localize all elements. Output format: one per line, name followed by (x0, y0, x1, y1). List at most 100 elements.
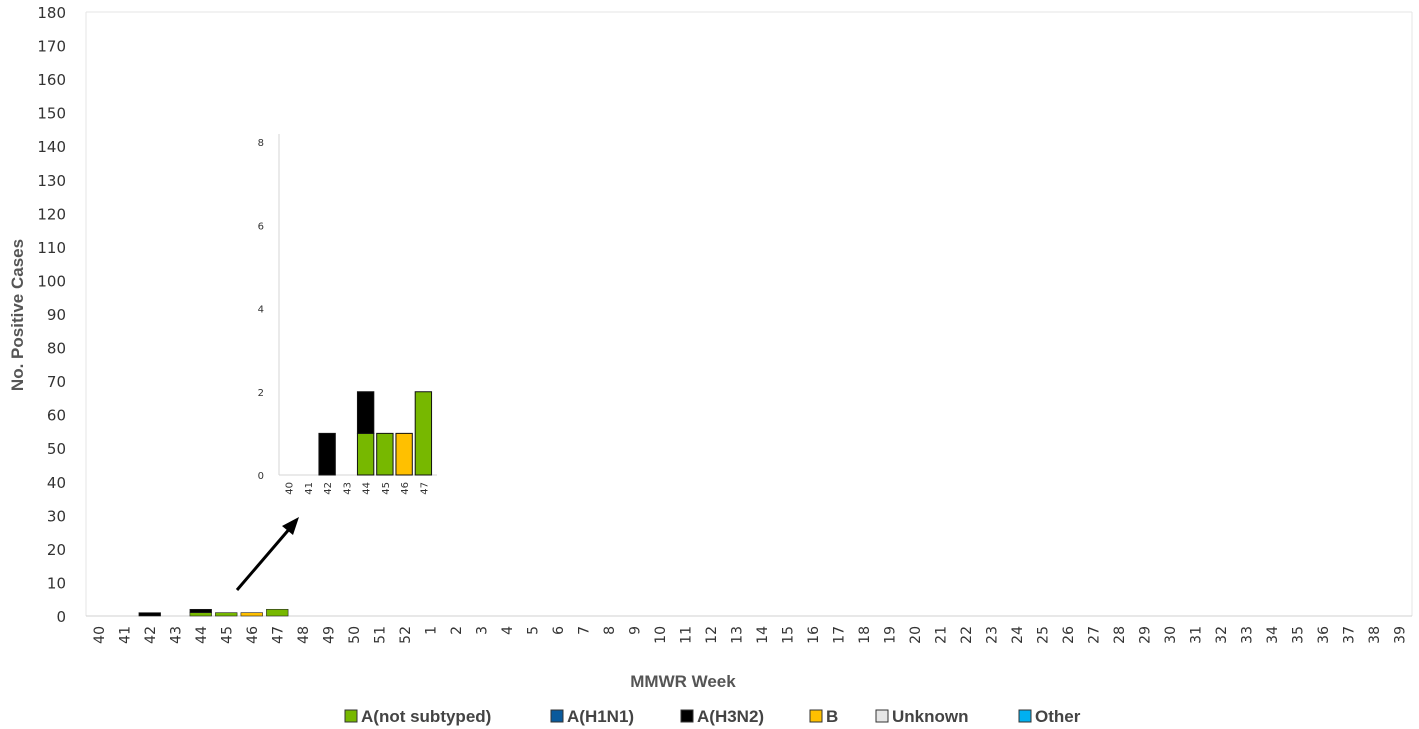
x-tick-label: 18 (857, 626, 873, 644)
y-tick-label: 60 (47, 407, 66, 425)
inset-bar-segment (395, 432, 413, 476)
legend-label: Other (1035, 707, 1081, 726)
x-tick-label: 3 (474, 626, 490, 635)
bar-segment (240, 612, 263, 617)
inset-bar-segment (414, 391, 433, 476)
zoom-arrow-line (235, 526, 293, 591)
y-tick-label: 150 (37, 105, 66, 123)
x-tick-label: 14 (755, 626, 771, 644)
y-tick-label: 40 (47, 474, 66, 492)
y-tick-label: 170 (37, 38, 66, 56)
legend-label: A(H1N1) (567, 707, 634, 726)
x-tick-label: 37 (1341, 626, 1357, 644)
legend-swatch (1018, 709, 1032, 723)
x-tick-label: 5 (525, 626, 541, 635)
bar-segment (189, 608, 212, 613)
inset-y-tick-label: 2 (258, 388, 264, 399)
y-tick-label: 20 (47, 541, 66, 559)
inset-bar-segment (376, 432, 394, 476)
inset-x-tick-label: 41 (304, 482, 315, 495)
legend-swatch (550, 709, 564, 723)
x-tick-label: 41 (117, 626, 133, 644)
x-tick-label: 45 (219, 626, 235, 644)
y-tick-label: 180 (37, 4, 66, 22)
y-tick-label: 90 (47, 306, 66, 324)
x-tick-label: 46 (245, 626, 261, 644)
x-tick-label: 44 (194, 626, 210, 644)
inset-bar-segment (356, 391, 375, 434)
x-tick-label: 15 (780, 626, 796, 644)
x-tick-label: 9 (627, 626, 643, 635)
x-tick-label: 38 (1367, 626, 1383, 644)
x-tick-label: 17 (831, 626, 847, 644)
x-tick-label: 10 (653, 626, 669, 644)
x-tick-label: 8 (602, 626, 618, 635)
inset-x-tick-label: 40 (285, 482, 296, 495)
x-tick-label: 42 (143, 626, 159, 644)
y-tick-label: 0 (56, 608, 66, 626)
x-tick-label: 52 (398, 626, 414, 644)
bar-segment (215, 612, 238, 617)
legend: A(not subtyped) A(H1N1) A(H3N2) B Unknown Oth… (344, 707, 1081, 726)
x-tick-label: 16 (806, 626, 822, 644)
x-tick-label: 25 (1035, 626, 1051, 644)
x-tick-label: 6 (551, 626, 567, 635)
main-plot: 0102030405060708090100110120130140150160… (37, 4, 1413, 644)
x-tick-label: 1 (423, 626, 439, 635)
x-axis-title: MMWR Week (630, 672, 736, 691)
x-tick-label: 39 (1392, 626, 1408, 644)
inset-bar-segment (356, 432, 375, 476)
legend-label: A(H3N2) (697, 707, 764, 726)
x-tick-label: 35 (1290, 626, 1306, 644)
x-tick-label: 30 (1163, 626, 1179, 644)
y-tick-label: 110 (37, 239, 66, 257)
x-tick-label: 24 (1010, 626, 1026, 644)
x-tick-label: 49 (321, 626, 337, 644)
legend-swatch (344, 709, 358, 723)
y-tick-label: 10 (47, 574, 66, 592)
x-tick-label: 21 (933, 626, 949, 644)
y-tick-label: 30 (47, 507, 66, 525)
x-tick-label: 11 (678, 626, 694, 644)
inset-y-tick-label: 0 (258, 471, 264, 482)
x-tick-label: 36 (1316, 626, 1332, 644)
x-tick-label: 13 (729, 626, 745, 644)
inset-x-tick-label: 47 (419, 482, 430, 495)
x-tick-label: 20 (908, 626, 924, 644)
inset-x-tick-label: 45 (381, 482, 392, 495)
inset-y-tick-label: 4 (258, 305, 264, 316)
y-axis-title: No. Positive Cases (8, 239, 27, 391)
bar-segment (189, 612, 212, 617)
zoom-arrow-head (282, 517, 299, 535)
y-tick-label: 80 (47, 340, 66, 358)
y-tick-label: 130 (37, 172, 66, 190)
x-tick-label: 12 (704, 626, 720, 644)
x-tick-label: 32 (1214, 626, 1230, 644)
x-tick-label: 51 (372, 626, 388, 644)
legend-swatch (809, 709, 823, 723)
zoom-arrow (235, 517, 299, 591)
x-tick-label: 7 (576, 626, 592, 635)
x-tick-label: 29 (1137, 626, 1153, 644)
y-tick-label: 70 (47, 373, 66, 391)
inset-x-tick-label: 43 (342, 482, 353, 495)
inset-y-tick-label: 6 (258, 221, 264, 232)
y-tick-label: 100 (37, 272, 66, 290)
x-tick-label: 31 (1188, 626, 1204, 644)
inset-y-tick-label: 8 (258, 138, 264, 149)
inset-bar-segment (318, 432, 336, 476)
x-tick-label: 34 (1265, 626, 1281, 644)
legend-swatch (680, 709, 694, 723)
inset-x-tick-label: 42 (323, 482, 334, 495)
legend-label: B (826, 707, 838, 726)
x-tick-label: 43 (168, 626, 184, 644)
y-tick-label: 120 (37, 205, 66, 223)
y-tick-label: 160 (37, 71, 66, 89)
y-tick-label: 50 (47, 440, 66, 458)
x-tick-label: 28 (1112, 626, 1128, 644)
x-tick-label: 2 (449, 626, 465, 635)
x-tick-label: 47 (270, 626, 286, 644)
